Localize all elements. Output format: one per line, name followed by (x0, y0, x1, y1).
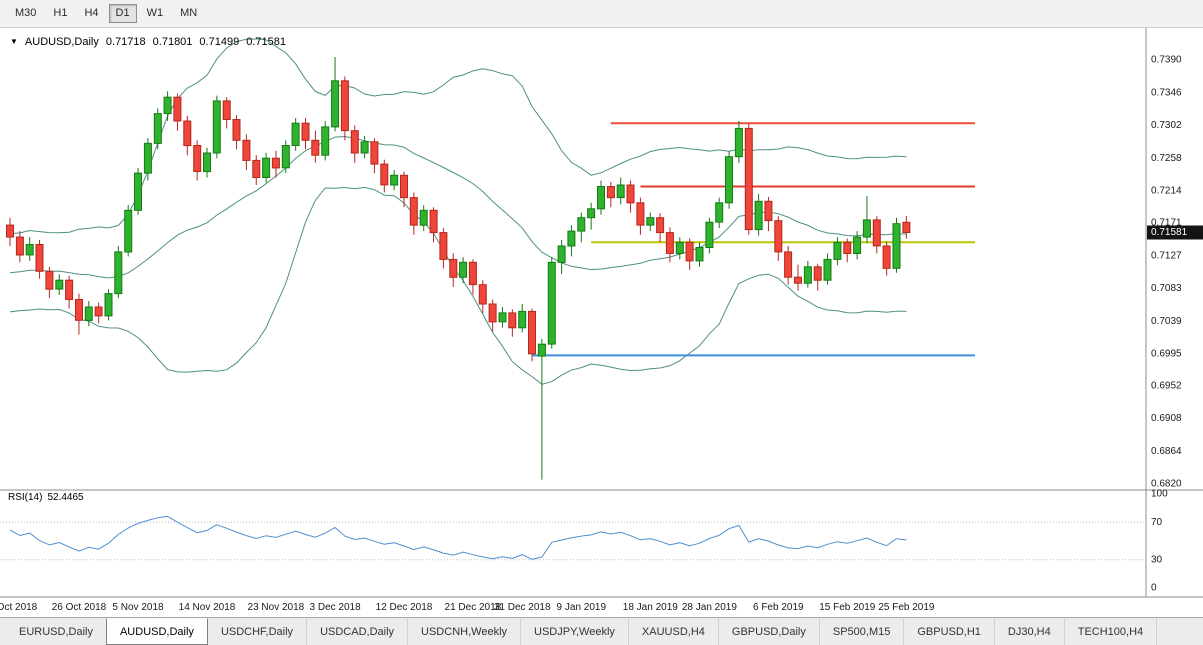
rsi-name: RSI(14) (8, 492, 43, 503)
tab-usdchf-daily[interactable]: USDCHF,Daily (208, 618, 308, 645)
tab-xauusd-h4[interactable]: XAUUSD,H4 (629, 618, 719, 645)
price-chart-surface[interactable]: 0.73900.73460.73020.72580.72140.71710.71… (0, 28, 1203, 617)
svg-text:21 Dec 2018: 21 Dec 2018 (445, 602, 502, 613)
rsi-indicator-label: RSI(14) 52.4465 (8, 492, 84, 503)
timeframe-button-mn[interactable]: MN (173, 4, 204, 23)
timeframe-button-h1[interactable]: H1 (46, 4, 74, 23)
svg-text:14 Nov 2018: 14 Nov 2018 (179, 602, 236, 613)
svg-text:31 Dec 2018: 31 Dec 2018 (494, 602, 551, 613)
tab-tech100-h4[interactable]: TECH100,H4 (1065, 618, 1158, 645)
rsi-value: 52.4465 (47, 492, 84, 503)
time-axis[interactable]: 17 Oct 2018 26 Oct 2018 5 Nov 2018 14 Nov 2… (0, 602, 935, 613)
svg-text:0.6908: 0.6908 (1151, 413, 1182, 424)
timeframe-button-h4[interactable]: H4 (77, 4, 105, 23)
svg-text:26 Oct 2018: 26 Oct 2018 (52, 602, 107, 613)
svg-text:0: 0 (1151, 583, 1157, 594)
ohlc-low: 0.71499 (199, 36, 240, 48)
ohlc-open: 0.71718 (105, 36, 146, 48)
tab-gbpusd-daily[interactable]: GBPUSD,Daily (719, 618, 820, 645)
tab-dj30-h4[interactable]: DJ30,H4 (995, 618, 1065, 645)
svg-text:0.6952: 0.6952 (1151, 380, 1182, 391)
chart-background (0, 28, 1203, 617)
svg-text:0.7302: 0.7302 (1151, 120, 1182, 131)
chart-header: ▼ AUDUSD,Daily 0.71718 0.71801 0.71499 0… (10, 36, 286, 48)
svg-text:0.7390: 0.7390 (1151, 55, 1182, 66)
svg-text:9 Jan 2019: 9 Jan 2019 (557, 602, 607, 613)
svg-text:15 Feb 2019: 15 Feb 2019 (819, 602, 876, 613)
tab-usdcad-daily[interactable]: USDCAD,Daily (307, 618, 409, 645)
svg-text:0.7346: 0.7346 (1151, 87, 1182, 98)
svg-text:6 Feb 2019: 6 Feb 2019 (753, 602, 804, 613)
chart-tab-bar: EURUSD,Daily AUDUSD,Daily USDCHF,Daily USDC… (0, 617, 1203, 645)
tab-gbpusd-h1[interactable]: GBPUSD,H1 (904, 618, 995, 645)
ohlc-high: 0.71801 (152, 36, 193, 48)
tab-eurusd-daily[interactable]: EURUSD,Daily (6, 618, 107, 645)
svg-text:18 Jan 2019: 18 Jan 2019 (623, 602, 678, 613)
svg-text:0.7083: 0.7083 (1151, 283, 1182, 294)
timeframe-button-d1[interactable]: D1 (108, 4, 137, 23)
svg-text:23 Nov 2018: 23 Nov 2018 (248, 602, 305, 613)
chart-window: 0.7390 0.7346 0.7302 0.7258 0.7214 0.7171 0.71… (0, 28, 1203, 617)
current-price-badge-text: 0.71581 (1151, 227, 1188, 238)
rsi-line (9, 515, 907, 560)
svg-text:0.7258: 0.7258 (1151, 153, 1182, 164)
chart-symbol-period: AUDUSD,Daily (24, 36, 99, 48)
price-axis[interactable]: 0.73900.73460.73020.72580.72140.71710.71… (1147, 55, 1203, 490)
svg-text:0.7039: 0.7039 (1151, 316, 1182, 327)
tab-usdjpy-weekly[interactable]: USDJPY,Weekly (521, 618, 629, 645)
svg-text:0.6995: 0.6995 (1151, 348, 1182, 359)
svg-text:0.7127: 0.7127 (1151, 250, 1182, 261)
svg-text:3 Dec 2018: 3 Dec 2018 (310, 602, 362, 613)
svg-text:100: 100 (1151, 489, 1168, 500)
svg-text:0.7171: 0.7171 (1151, 218, 1182, 229)
svg-text:5 Nov 2018: 5 Nov 2018 (112, 602, 164, 613)
timeframe-button-w1[interactable]: W1 (140, 4, 171, 23)
svg-text:0.6820: 0.6820 (1151, 479, 1182, 490)
timeframe-button-m30[interactable]: M30 (8, 4, 43, 23)
tab-audusd-daily[interactable]: AUDUSD,Daily (105, 618, 208, 645)
svg-text:17 Oct 2018: 17 Oct 2018 (0, 602, 38, 613)
current-price-badge (1147, 225, 1203, 240)
trendlines-layer (532, 122, 975, 357)
rsi-panel-layer[interactable]: 100 70 30 0 (0, 489, 1168, 594)
svg-text:30: 30 (1151, 554, 1163, 565)
svg-text:12 Dec 2018: 12 Dec 2018 (376, 602, 433, 613)
tab-usdcnh-weekly[interactable]: USDCNH,Weekly (408, 618, 522, 645)
svg-text:0.7214: 0.7214 (1151, 186, 1182, 197)
svg-text:28 Jan 2019: 28 Jan 2019 (682, 602, 737, 613)
panel-frame (0, 28, 1203, 598)
symbol-dropdown-icon: ▼ (10, 37, 18, 46)
timeframe-toolbar: M30 H1 H4 D1 W1 MN (0, 0, 1203, 28)
svg-text:70: 70 (1151, 517, 1163, 528)
svg-text:0.6864: 0.6864 (1151, 446, 1182, 457)
svg-text:25 Feb 2019: 25 Feb 2019 (878, 602, 935, 613)
candles-layer (6, 57, 911, 480)
ohlc-close: 0.71581 (246, 36, 286, 48)
tab-sp500-m15[interactable]: SP500,M15 (820, 618, 905, 645)
